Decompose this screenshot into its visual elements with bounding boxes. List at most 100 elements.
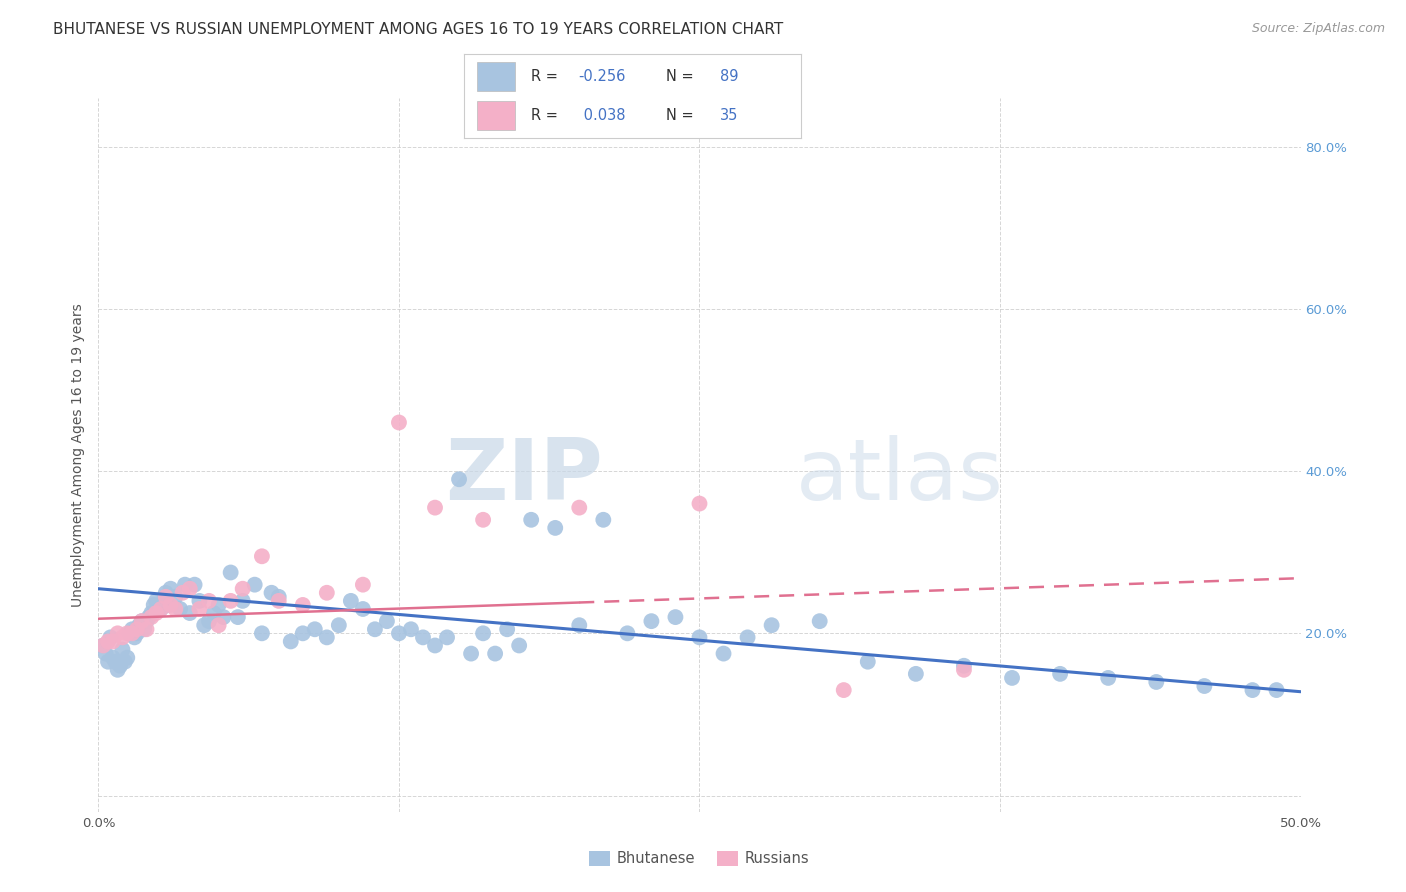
Point <box>340 594 363 608</box>
Point <box>159 582 181 596</box>
Point <box>1194 679 1216 693</box>
Point <box>179 582 201 596</box>
Point <box>664 610 686 624</box>
Point <box>304 622 326 636</box>
Point <box>1241 683 1264 698</box>
Point <box>219 566 242 580</box>
Point <box>953 658 976 673</box>
Point <box>121 622 143 636</box>
Point <box>1001 671 1024 685</box>
Point <box>243 577 266 591</box>
Point <box>212 610 235 624</box>
Point <box>128 618 150 632</box>
Point <box>100 631 122 645</box>
Point <box>267 594 290 608</box>
Point <box>388 626 411 640</box>
Point <box>208 618 231 632</box>
Point <box>198 614 221 628</box>
Point <box>484 647 506 661</box>
Point <box>640 614 662 628</box>
Point <box>352 577 374 591</box>
Y-axis label: Unemployment Among Ages 16 to 19 years: Unemployment Among Ages 16 to 19 years <box>72 303 86 607</box>
Point <box>689 497 711 511</box>
Point <box>208 598 231 612</box>
Point <box>328 618 350 632</box>
Point <box>761 618 783 632</box>
Text: Source: ZipAtlas.com: Source: ZipAtlas.com <box>1251 22 1385 36</box>
Point <box>808 614 831 628</box>
Point <box>202 606 225 620</box>
Point <box>568 618 591 632</box>
Point <box>953 663 976 677</box>
Point <box>460 647 482 661</box>
Point <box>250 626 273 640</box>
Text: 0.038: 0.038 <box>579 108 626 123</box>
Point <box>174 577 197 591</box>
Point <box>291 598 314 612</box>
Point <box>496 622 519 636</box>
Point <box>412 631 434 645</box>
Point <box>1144 675 1167 690</box>
Point <box>141 606 163 620</box>
Point <box>132 622 155 636</box>
Point <box>124 631 146 645</box>
Point <box>91 639 114 653</box>
Text: 35: 35 <box>720 108 738 123</box>
Text: atlas: atlas <box>796 434 1004 518</box>
Point <box>291 626 314 640</box>
Point <box>165 590 187 604</box>
Point <box>135 614 157 628</box>
Point <box>544 521 567 535</box>
Point <box>118 626 141 640</box>
Point <box>169 602 191 616</box>
Text: R =: R = <box>531 108 562 123</box>
Point <box>101 650 124 665</box>
Point <box>388 416 411 430</box>
Point <box>1049 666 1071 681</box>
Point <box>148 602 170 616</box>
Point <box>131 614 153 628</box>
Point <box>423 639 446 653</box>
Text: N =: N = <box>666 69 699 84</box>
Point <box>107 663 129 677</box>
Point <box>375 614 398 628</box>
Point <box>149 602 172 616</box>
Point <box>737 631 759 645</box>
Point <box>152 594 174 608</box>
Point <box>135 622 157 636</box>
Point <box>399 622 422 636</box>
Point <box>232 582 254 596</box>
Point <box>111 631 134 645</box>
Point <box>183 577 205 591</box>
Point <box>219 594 242 608</box>
Point <box>114 655 136 669</box>
Text: N =: N = <box>666 108 699 123</box>
Point <box>131 614 153 628</box>
Point <box>315 586 337 600</box>
Legend: Bhutanese, Russians: Bhutanese, Russians <box>583 845 815 872</box>
Point <box>157 598 180 612</box>
Point <box>198 594 221 608</box>
Point <box>155 590 177 604</box>
Text: BHUTANESE VS RUSSIAN UNEMPLOYMENT AMONG AGES 16 TO 19 YEARS CORRELATION CHART: BHUTANESE VS RUSSIAN UNEMPLOYMENT AMONG … <box>53 22 783 37</box>
Point <box>159 598 181 612</box>
FancyBboxPatch shape <box>478 62 515 91</box>
Point <box>315 631 337 645</box>
Point <box>226 610 249 624</box>
Point <box>280 634 302 648</box>
Point <box>1097 671 1119 685</box>
Point <box>145 606 167 620</box>
Point <box>145 594 167 608</box>
Point <box>125 626 148 640</box>
Point <box>179 606 201 620</box>
Point <box>138 610 160 624</box>
Point <box>1265 683 1288 698</box>
Point <box>856 655 879 669</box>
Point <box>141 610 163 624</box>
Point <box>423 500 446 515</box>
Point <box>592 513 614 527</box>
Point <box>232 594 254 608</box>
Point <box>117 626 139 640</box>
Point <box>97 655 120 669</box>
Point <box>172 586 194 600</box>
